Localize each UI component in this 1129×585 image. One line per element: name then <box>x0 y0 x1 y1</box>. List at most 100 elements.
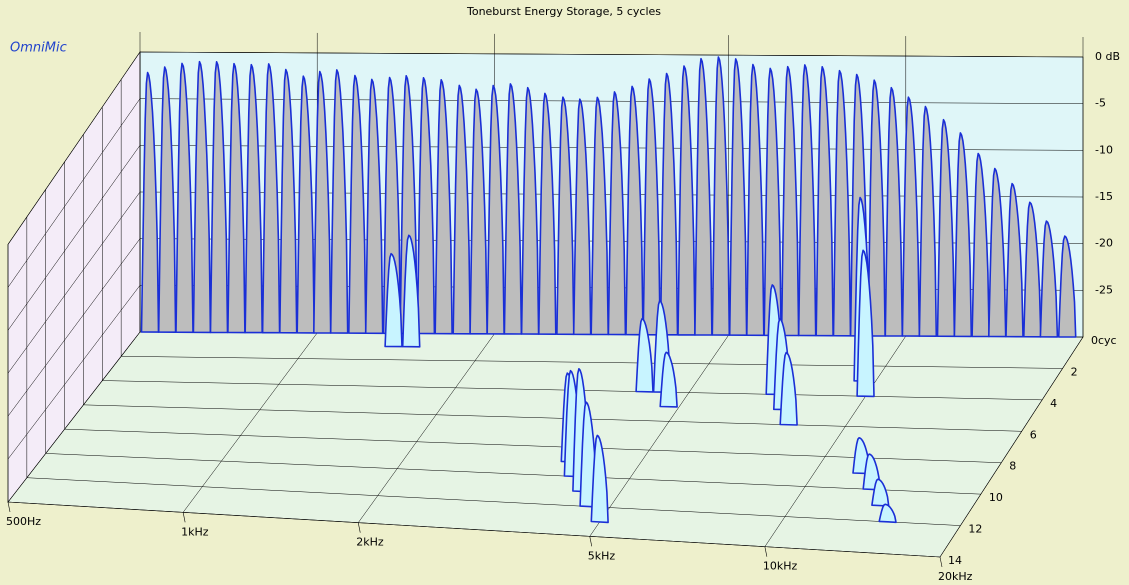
energy-fin <box>364 78 384 335</box>
energy-fin <box>763 67 782 337</box>
x-tick-label: 500Hz <box>6 515 41 528</box>
energy-fin <box>659 72 679 336</box>
y-tick-label: -15 <box>1095 190 1113 203</box>
energy-fin <box>745 63 765 337</box>
energy-fin <box>635 317 654 393</box>
energy-fin <box>312 70 332 334</box>
grid-line <box>939 336 1084 558</box>
energy-fin <box>607 91 627 336</box>
grid-line <box>121 356 1063 369</box>
energy-fin <box>815 66 834 337</box>
grid-line <box>139 51 1084 58</box>
y-tick-label: -25 <box>1095 283 1113 296</box>
grid-line <box>182 332 318 513</box>
grid-line <box>7 501 941 558</box>
energy-fin <box>918 105 938 338</box>
energy-fin <box>572 98 592 336</box>
energy-fin <box>659 351 678 408</box>
energy-fin <box>884 86 904 337</box>
tick-mark <box>182 512 186 523</box>
z-tick-label: 2 <box>1071 365 1078 378</box>
tick-mark <box>357 522 361 533</box>
energy-fin <box>901 96 921 337</box>
energy-fin <box>469 88 488 335</box>
energy-fin <box>625 85 644 336</box>
tick-mark <box>939 556 943 568</box>
energy-fin <box>953 132 973 338</box>
energy-fin <box>797 64 817 337</box>
energy-fin <box>779 351 798 426</box>
z-tick-label: 12 <box>968 523 982 536</box>
x-tick-label: 1kHz <box>181 525 209 538</box>
energy-fin <box>209 60 229 334</box>
grid-line <box>7 191 141 374</box>
grid-line <box>7 285 141 460</box>
grid-line <box>589 334 729 537</box>
y-tick-label: 0 dB <box>1095 50 1120 63</box>
energy-fin <box>780 65 800 337</box>
energy-fin <box>192 60 212 334</box>
grid-line <box>358 333 495 523</box>
energy-fin <box>537 92 557 336</box>
x-tick-label: 2kHz <box>356 536 384 549</box>
tick-mark <box>7 501 11 513</box>
chart-title: Toneburst Energy Storage, 5 cycles <box>466 5 661 18</box>
energy-fin <box>486 84 505 335</box>
x-tick-label: 5kHz <box>588 549 616 562</box>
energy-fin <box>1005 182 1024 338</box>
tick-mark <box>589 536 593 547</box>
grid-line <box>764 335 907 547</box>
z-tick-label: 10 <box>989 491 1003 504</box>
energy-fin <box>261 63 281 334</box>
energy-fin <box>871 478 890 507</box>
y-tick-label: -20 <box>1095 237 1113 250</box>
energy-fin <box>401 234 421 348</box>
energy-fin <box>227 62 246 334</box>
brand: OmniMic <box>10 41 67 56</box>
y-tick-label: -5 <box>1095 97 1106 110</box>
energy-fin <box>452 84 472 335</box>
grid-line <box>7 145 141 331</box>
energy-fin <box>590 434 609 524</box>
energy-fin <box>556 96 575 336</box>
grid-line <box>7 238 141 417</box>
energy-fin <box>329 69 349 334</box>
grid-line <box>7 51 141 245</box>
energy-fin <box>278 68 298 334</box>
grid-line <box>64 428 1002 463</box>
energy-fin <box>520 86 540 335</box>
grid-line <box>7 331 141 503</box>
energy-fin <box>384 252 403 348</box>
energy-fin <box>987 167 1007 338</box>
energy-fin <box>878 503 897 524</box>
energy-fin <box>503 83 523 335</box>
z-tick-label: 6 <box>1030 428 1037 441</box>
energy-fin <box>936 118 956 338</box>
energy-fin <box>175 62 194 334</box>
energy-fin <box>416 77 436 335</box>
energy-fin <box>867 79 886 337</box>
grid-line <box>26 477 961 526</box>
energy-fin <box>347 74 367 335</box>
energy-fin <box>856 249 875 398</box>
energy-fin <box>1022 201 1042 338</box>
energy-fin <box>642 78 661 336</box>
energy-fin <box>971 152 990 338</box>
z-tick-label: 4 <box>1050 397 1057 410</box>
x-tick-label: 10kHz <box>763 560 798 573</box>
z-tick-label: 0cyc <box>1091 334 1117 347</box>
energy-fin <box>244 63 264 334</box>
energy-fin <box>711 56 731 336</box>
energy-fin <box>832 69 852 337</box>
energy-fin <box>590 96 610 336</box>
energy-fin <box>157 66 177 334</box>
energy-fin <box>296 75 316 334</box>
grid-line <box>83 404 1022 432</box>
grid-line <box>45 453 981 495</box>
energy-fin <box>140 71 160 333</box>
energy-fin <box>677 65 696 336</box>
tick-mark <box>764 546 768 557</box>
y-tick-label: -10 <box>1095 143 1113 156</box>
energy-fin <box>694 57 713 336</box>
